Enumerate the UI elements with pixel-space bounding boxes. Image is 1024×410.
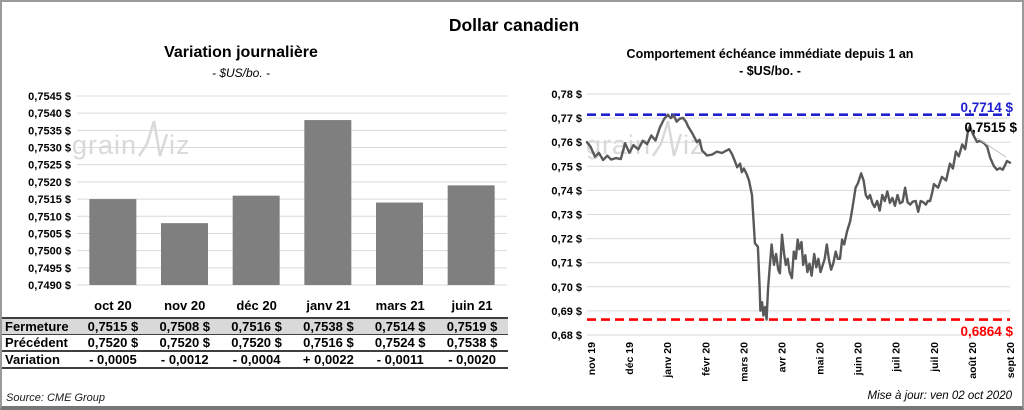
bar <box>304 120 352 286</box>
bar-y-axis-label: 0,7545 $ <box>28 91 71 103</box>
price-line <box>585 113 1012 321</box>
table-cell: 0,7538 $ <box>446 335 498 350</box>
line-x-axis-label: avr 20 <box>776 342 788 373</box>
watermark-text: grain <box>72 130 138 160</box>
table-cell: 0,7520 $ <box>159 335 211 350</box>
summary-table: oct 20 nov 20 déc 20 janv 21 mars 21 juin 21 … <box>2 297 508 369</box>
line-y-axis-label: 0,75 $ <box>551 161 582 173</box>
table-cell: 0,7519 $ <box>446 319 498 334</box>
row-label: Fermeture <box>5 319 69 334</box>
bar-y-axis-label: 0,7505 $ <box>28 228 71 240</box>
table-cell: + 0,0022 <box>302 352 354 367</box>
row-label: Précédent <box>5 335 68 350</box>
table-row: Variation - 0,0005 - 0,0012 - 0,0004 + 0,002… <box>2 351 508 368</box>
table-cell: 0,7516 $ <box>231 319 282 334</box>
line-y-axis-label: 0,78 $ <box>551 89 582 101</box>
line-x-axis-label: juil 20 <box>891 342 903 373</box>
table-cell: - 0,0011 <box>376 352 424 367</box>
bar-y-axis-label: 0,7510 $ <box>28 211 71 223</box>
page-title: Dollar canadien <box>448 15 580 35</box>
bar-y-axis-label: 0,7525 $ <box>28 160 71 172</box>
line-y-axis-label: 0,74 $ <box>551 185 582 197</box>
bar-y-axis-label: 0,7535 $ <box>28 125 71 137</box>
bar-y-axis-label: 0,7495 $ <box>28 263 71 275</box>
line-x-axis-label: déc 19 <box>624 342 636 375</box>
table-cell: 0,7520 $ <box>87 335 139 350</box>
line-y-axis-label: 0,72 $ <box>551 234 582 246</box>
table-cell: 0,7508 $ <box>159 319 211 334</box>
line-chart-title: Comportement échéance immédiate depuis 1… <box>626 47 914 61</box>
table-cell: 0,7516 $ <box>303 335 354 350</box>
table-cell: - 0,0012 <box>160 352 209 367</box>
line-x-axis-label: févr 20 <box>700 342 712 376</box>
bar-y-axis-label: 0,7515 $ <box>28 194 71 206</box>
watermark-text: iz <box>683 130 705 160</box>
month-header: janv 21 <box>292 297 365 319</box>
bar <box>376 202 423 285</box>
line-x-axis-label: nov 19 <box>586 342 598 375</box>
last-value-label: 0,7515 $ <box>964 120 1017 135</box>
line-y-axis-label: 0,70 $ <box>551 282 582 294</box>
bar-y-axis-label: 0,7490 $ <box>28 280 71 292</box>
bar-y-axis-label: 0,7540 $ <box>28 108 71 120</box>
table-corner-cell <box>2 297 77 319</box>
line-y-axis-label: 0,68 $ <box>551 330 582 342</box>
bar-y-axis-label: 0,7520 $ <box>28 177 71 189</box>
line-x-axis-label: août 20 <box>967 342 979 379</box>
bar-y-axis-label: 0,7500 $ <box>28 246 71 258</box>
table-cell: - 0,0005 <box>89 352 137 367</box>
table-header-row: oct 20 nov 20 déc 20 janv 21 mars 21 juin 21 <box>2 297 508 319</box>
table-cell: - 0,0004 <box>232 352 281 367</box>
line-y-axis-label: 0,71 $ <box>551 258 582 270</box>
bar-chart-subtitle: - $US/bo. - <box>211 66 271 80</box>
line-x-axis-label: juin 20 <box>853 342 865 376</box>
line-y-axis-label: 0,69 $ <box>551 306 582 318</box>
line-y-axis-label: 0,73 $ <box>551 210 582 222</box>
line-y-axis-label: 0,76 $ <box>551 137 582 149</box>
bar <box>447 185 495 285</box>
bar <box>232 195 280 285</box>
line-x-axis-label: janv 20 <box>662 342 674 379</box>
line-x-axis-label: mai 20 <box>815 342 827 375</box>
watermark-text: iz <box>169 130 191 160</box>
grainwiz-watermark: grain iz <box>72 118 191 159</box>
low-value-label: 0,6864 $ <box>960 324 1013 339</box>
month-header: déc 20 <box>220 297 293 319</box>
table-cell: - 0,0020 <box>448 352 496 367</box>
row-label: Variation <box>5 352 60 367</box>
bar <box>161 223 208 285</box>
month-header: mars 21 <box>364 297 437 319</box>
month-header: nov 20 <box>148 297 221 319</box>
line-chart: 0,78 $ 0,77 $ 0,76 $ 0,75 $ 0,74 $ 0,73 $ 0,72… <box>551 89 1017 382</box>
line-chart-subtitle: - $US/bo. - <box>739 64 801 78</box>
month-header: oct 20 <box>77 297 149 319</box>
last-value-leader-line <box>976 137 1007 158</box>
bar-y-axis-label: 0,7530 $ <box>28 143 71 155</box>
high-value-label: 0,7714 $ <box>960 100 1013 115</box>
line-x-axis-label: sept 20 <box>1005 342 1017 378</box>
table-cell: 0,7538 $ <box>303 319 354 334</box>
table-cell: 0,7515 $ <box>87 319 139 334</box>
table-cell: 0,7514 $ <box>374 319 426 334</box>
bar-chart: 0,7545 $ 0,7540 $ 0,7535 $ 0,7530 $ 0,7525 $… <box>28 91 507 292</box>
table-row: Précédent 0,7520 $ 0,7520 $ 0,7520 $ 0,7516 … <box>2 335 508 351</box>
line-x-axis-label: mars 20 <box>738 342 750 382</box>
source-note: Source: CME Group <box>6 392 106 404</box>
line-x-axis-label: juil 20 <box>929 342 941 373</box>
line-y-axis-label: 0,77 $ <box>551 113 582 125</box>
bar-chart-title: Variation journalière <box>164 44 318 61</box>
table-row: Fermeture 0,7515 $ 0,7508 $ 0,7516 $ 0,7538 … <box>2 318 508 335</box>
updated-note: Mise à jour: ven 02 oct 2020 <box>867 390 1012 402</box>
zigzag-line-icon <box>652 120 683 157</box>
month-header: juin 21 <box>436 297 508 319</box>
bar <box>89 199 137 285</box>
table-cell: 0,7524 $ <box>374 335 426 350</box>
table-cell: 0,7520 $ <box>231 335 282 350</box>
